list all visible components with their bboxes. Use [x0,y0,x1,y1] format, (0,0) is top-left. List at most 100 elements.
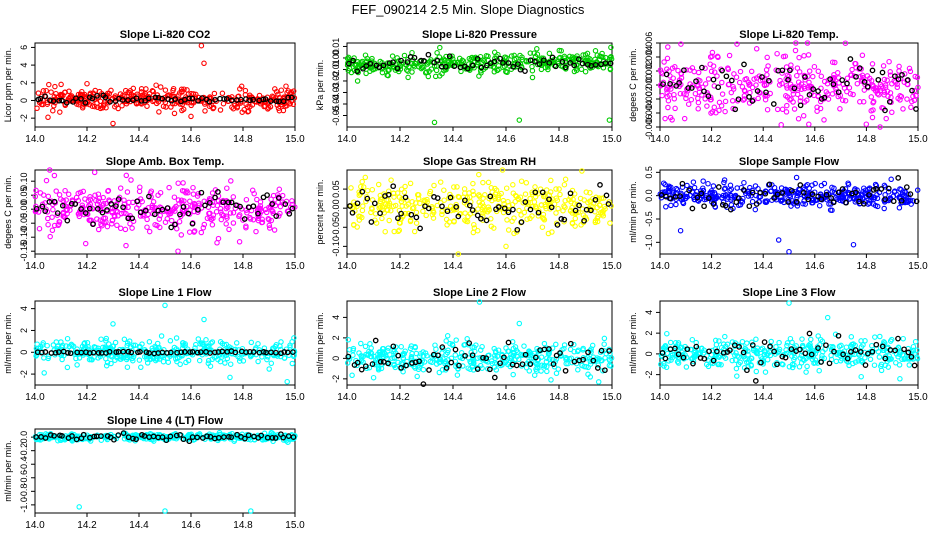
data-point [900,335,906,342]
reference-point [861,79,868,85]
data-point [878,367,885,374]
reference-point [866,192,872,198]
data-point [882,84,889,91]
data-point [186,229,193,235]
data-point [386,202,393,208]
data-point [372,211,379,217]
data-point [445,347,451,354]
outlier-point [516,117,523,123]
data-point [434,50,440,56]
data-point [777,77,783,84]
y-tick-label: -0.006 [644,114,654,140]
data-point [828,352,834,359]
reference-point [686,187,692,194]
page-title: FEF_090214 2.5 Min. Slope Diagnostics [351,2,585,17]
data-point [531,50,537,56]
data-point [389,53,396,59]
reference-point [546,196,552,203]
data-point [734,185,740,191]
reference-point [262,96,269,102]
data-point [348,185,354,191]
reference-point [416,358,422,365]
reference-point [95,350,102,356]
reference-point [892,347,898,354]
data-point [243,223,249,229]
data-point [877,81,884,88]
outlier-point [354,78,361,84]
data-point [735,361,742,368]
data-point [871,86,877,92]
reference-point [425,205,432,212]
data-point [408,343,415,349]
reference-point [705,195,712,201]
outlier-point [529,74,536,81]
data-point [97,98,104,105]
data-point [664,89,670,96]
reference-point [815,345,821,351]
data-point [664,350,671,357]
data-point [275,105,282,111]
data-point [529,67,536,74]
data-point [180,211,186,217]
data-point [661,59,667,65]
data-point [907,68,914,75]
outlier-point [45,114,51,121]
data-point [41,355,47,361]
data-point [43,87,49,94]
data-point [485,179,492,186]
data-point [721,179,727,186]
data-point [695,69,702,76]
data-point [811,63,818,70]
reference-point [815,193,821,200]
data-point [569,54,576,60]
data-point [533,205,540,211]
data-point [870,83,877,90]
data-point [456,194,462,201]
data-point [527,50,534,56]
y-tick-label: 0.006 [644,32,654,55]
data-point [758,354,764,360]
data-point [464,336,470,342]
plot-frame [34,169,296,255]
data-point [716,361,722,367]
data-point [249,187,256,194]
data-point [665,104,671,111]
data-point [460,58,467,64]
data-point [694,197,701,204]
x-tick-label: 14.4 [443,134,463,145]
reference-point [367,60,374,67]
reference-point [223,96,230,102]
reference-point [107,98,113,105]
y-tick-label: -0.03 [331,82,341,103]
reference-point [779,353,786,360]
data-point [808,336,814,343]
x-tick-label: 14.6 [496,392,516,403]
x-tick-label: 14.8 [549,261,569,272]
data-point [100,101,107,107]
data-point [138,89,145,95]
data-point [721,353,727,359]
reference-point [212,194,218,201]
data-point [747,89,753,96]
reference-point [483,355,490,362]
data-point [359,178,365,185]
data-point [662,181,668,188]
data-point [208,340,214,346]
data-point [503,345,509,351]
data-point [545,230,552,237]
data-point [553,210,559,216]
reference-point [580,356,586,363]
data-point [587,190,593,196]
data-point [818,73,825,80]
reference-point [865,350,871,357]
reference-point [572,207,579,214]
data-point [854,80,861,87]
data-point [553,341,559,348]
reference-point [676,80,682,86]
data-point [517,52,523,59]
reference-point [280,98,287,105]
data-point [762,198,768,205]
reference-point [500,60,506,66]
data-point [385,67,391,74]
data-point [861,87,868,93]
